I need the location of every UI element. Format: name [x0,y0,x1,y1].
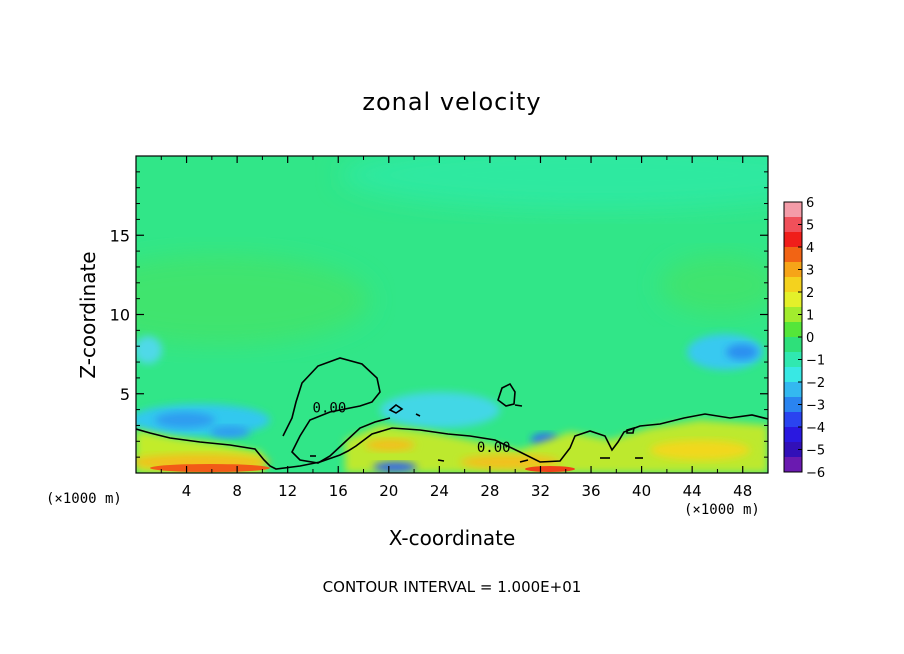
y-tick-label: 5 [120,385,130,404]
colorbar-tick-label: 3 [806,264,814,279]
colorbar-tick-label: 6 [806,196,814,211]
x-tick-label: 48 [733,482,752,500]
colorbar-swatch [784,427,802,443]
colorbar-swatch [784,382,802,398]
colorbar-tick-label: 1 [806,309,814,324]
x-tick-label: 28 [480,482,499,500]
y-axis-label: Z-coordinate [76,251,100,379]
colorbar-swatch [784,232,802,248]
chart-title: zonal velocity [362,88,542,116]
colorbar-swatch [784,262,802,278]
x-tick-label: 12 [278,482,297,500]
colorbar-swatch [784,457,802,473]
x-tick-label: 40 [632,482,651,500]
colorbar-tick-label: 5 [806,219,814,234]
y-tick-label: 10 [110,306,130,325]
colorbar-swatch [784,397,802,413]
colorbar-tick-label: 2 [806,286,814,301]
contour-labels: 0.00 0.00 [313,401,511,457]
colorbar-swatch [784,217,802,233]
colorbar-tick-label: −3 [806,399,825,414]
colorbar-tick-label: 4 [806,241,814,256]
colorbar-tick-label: −5 [806,444,825,459]
colorbar-swatch [784,337,802,353]
colorbar-swatch [784,322,802,338]
contour-interval-note: CONTOUR INTERVAL = 1.000E+01 [322,578,582,596]
colorbar-swatch [784,367,802,383]
x-tick-label: 16 [329,482,348,500]
x-axis-ticks: 4 8 12 16 20 24 28 32 36 40 44 48 [160,156,752,500]
colorbar-swatch [784,277,802,293]
colorbar: 6 5 4 3 2 1 0 −1 −2 −3 −4 −5 −6 [783,196,825,481]
colorbar-swatch [784,307,802,323]
x-tick-label: 24 [430,482,449,500]
colorbar-tick-label: −2 [806,376,825,391]
x-tick-label: 4 [182,482,192,500]
velocity-field [136,156,768,473]
x-tick-label: 8 [232,482,242,500]
x-tick-label: 32 [531,482,550,500]
colorbar-swatch [784,442,802,458]
colorbar-tick-label: 0 [806,331,814,346]
x-axis-label: X-coordinate [388,526,516,550]
x-tick-label: 36 [581,482,600,500]
y-axis-ticks: 5 10 15 [110,171,768,458]
x-unit-label-left: (×1000 m) [46,491,122,507]
colorbar-swatch [784,412,802,428]
colorbar-swatch [784,292,802,308]
x-tick-label: 44 [683,482,702,500]
colorbar-tick-label: −4 [806,421,825,436]
x-tick-label: 20 [379,482,398,500]
contour-label: 0.00 [477,440,511,456]
contour-label: 0.00 [313,401,347,417]
colorbar-tick-label: −6 [806,466,825,481]
colorbar-tick-label: −1 [806,354,825,369]
y-tick-label: 15 [110,226,130,245]
colorbar-swatch [784,247,802,263]
contour-lines [136,357,768,470]
colorbar-swatch [784,202,802,218]
x-unit-label-right: (×1000 m) [684,502,760,518]
colorbar-swatch [784,352,802,368]
